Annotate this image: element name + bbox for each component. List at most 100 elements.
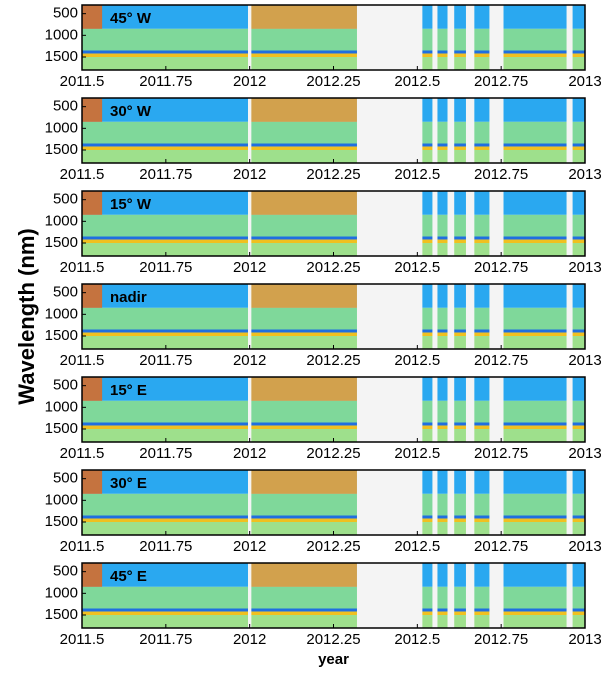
x-tick-label: 2011.5 (60, 445, 105, 462)
heat-overlay (82, 377, 102, 401)
heat-overlay (82, 98, 102, 122)
y-axis-label: Wavelength (nm) (14, 228, 39, 404)
data-gap (466, 191, 474, 256)
data-gap (432, 98, 437, 163)
panel-title: 15° W (110, 196, 152, 213)
x-tick-label: 2012.75 (474, 166, 528, 183)
x-tick-label: 2012.75 (474, 445, 528, 462)
heat-band (82, 587, 585, 609)
data-gap (489, 191, 503, 256)
heat-band (82, 215, 585, 237)
panel-title: 30° W (110, 103, 152, 120)
heat-band (82, 308, 585, 330)
x-tick-label: 2012 (233, 352, 266, 369)
y-tick-label: 500 (53, 470, 78, 487)
heat-band (82, 426, 585, 429)
x-tick-label: 2011.75 (139, 73, 192, 90)
data-gap (432, 284, 437, 349)
heat-overlay (250, 377, 357, 401)
heat-band (82, 330, 585, 333)
data-gap (448, 470, 455, 535)
x-tick-label: 2012 (233, 445, 266, 462)
data-gap (567, 5, 573, 70)
panel-title: nadir (110, 289, 147, 306)
heat-band (82, 519, 585, 522)
data-gap (248, 284, 251, 349)
y-tick-label: 500 (53, 98, 78, 115)
data-gap (567, 98, 573, 163)
x-tick-label: 2011.75 (139, 538, 192, 555)
x-tick-label: 2012.75 (474, 538, 528, 555)
y-tick-label: 1500 (45, 327, 78, 344)
figure: 2011.5 2011.75 2012 2012.25 2012.5 2012.75 201… (0, 0, 609, 680)
data-gap (357, 470, 422, 535)
x-tick-label: 2011.5 (60, 631, 105, 648)
x-tick-label: 2012 (233, 631, 266, 648)
data-gap (448, 284, 455, 349)
data-gap (432, 470, 437, 535)
y-tick-label: 1500 (45, 420, 78, 437)
x-tick-label: 2012.5 (394, 259, 440, 276)
data-gap (357, 98, 422, 163)
y-tick-label: 1000 (45, 398, 78, 415)
heat-overlay (250, 470, 357, 494)
y-tick-label: 1000 (45, 584, 78, 601)
x-tick-label: 2013 (568, 631, 601, 648)
x-tick-label: 2012.25 (306, 445, 360, 462)
y-tick-label: 1000 (45, 26, 78, 43)
heat-band (82, 147, 585, 150)
x-tick-label: 2012.5 (394, 166, 440, 183)
data-gap (567, 470, 573, 535)
y-tick-label: 500 (53, 191, 78, 208)
data-gap (248, 377, 251, 442)
x-tick-label: 2012.5 (394, 538, 440, 555)
y-tick-label: 1500 (45, 141, 78, 158)
data-gap (489, 563, 503, 628)
heat-overlay (250, 191, 357, 215)
y-tick-label: 1500 (45, 513, 78, 530)
heat-overlay (250, 284, 357, 308)
heat-overlay (82, 191, 102, 215)
x-tick-label: 2012.5 (394, 631, 440, 648)
data-gap (448, 377, 455, 442)
y-tick-label: 500 (53, 5, 78, 22)
heat-band (82, 423, 585, 426)
data-gap (489, 470, 503, 535)
x-tick-label: 2011.75 (139, 259, 192, 276)
data-gap (466, 377, 474, 442)
data-gap (248, 98, 251, 163)
heat-band (82, 516, 585, 519)
y-tick-label: 1500 (45, 606, 78, 623)
heat-band (82, 612, 585, 615)
x-tick-label: 2012.25 (306, 631, 360, 648)
heat-overlay (82, 563, 102, 587)
heat-band (82, 494, 585, 516)
x-tick-label: 2013 (568, 259, 601, 276)
x-tick-label: 2012 (233, 166, 266, 183)
heat-overlay (250, 5, 357, 29)
data-gap (567, 284, 573, 349)
data-gap (357, 377, 422, 442)
data-gap (489, 284, 503, 349)
panel-title: 15° E (110, 382, 147, 399)
data-gap (448, 191, 455, 256)
panel-title: 45° W (110, 10, 152, 27)
data-gap (466, 5, 474, 70)
y-tick-label: 1000 (45, 491, 78, 508)
data-gap (466, 284, 474, 349)
y-tick-label: 500 (53, 377, 78, 394)
x-tick-label: 2012.75 (474, 631, 528, 648)
y-tick-label: 500 (53, 563, 78, 580)
x-tick-label: 2011.5 (60, 352, 105, 369)
data-gap (567, 563, 573, 628)
y-tick-label: 1000 (45, 119, 78, 136)
heat-band (82, 609, 585, 612)
x-tick-label: 2011.75 (139, 352, 192, 369)
y-tick-label: 1500 (45, 48, 78, 65)
data-gap (489, 377, 503, 442)
y-tick-label: 1000 (45, 212, 78, 229)
heat-overlay (82, 470, 102, 494)
x-tick-label: 2011.5 (60, 259, 105, 276)
data-gap (448, 98, 455, 163)
heat-overlay (250, 563, 357, 587)
